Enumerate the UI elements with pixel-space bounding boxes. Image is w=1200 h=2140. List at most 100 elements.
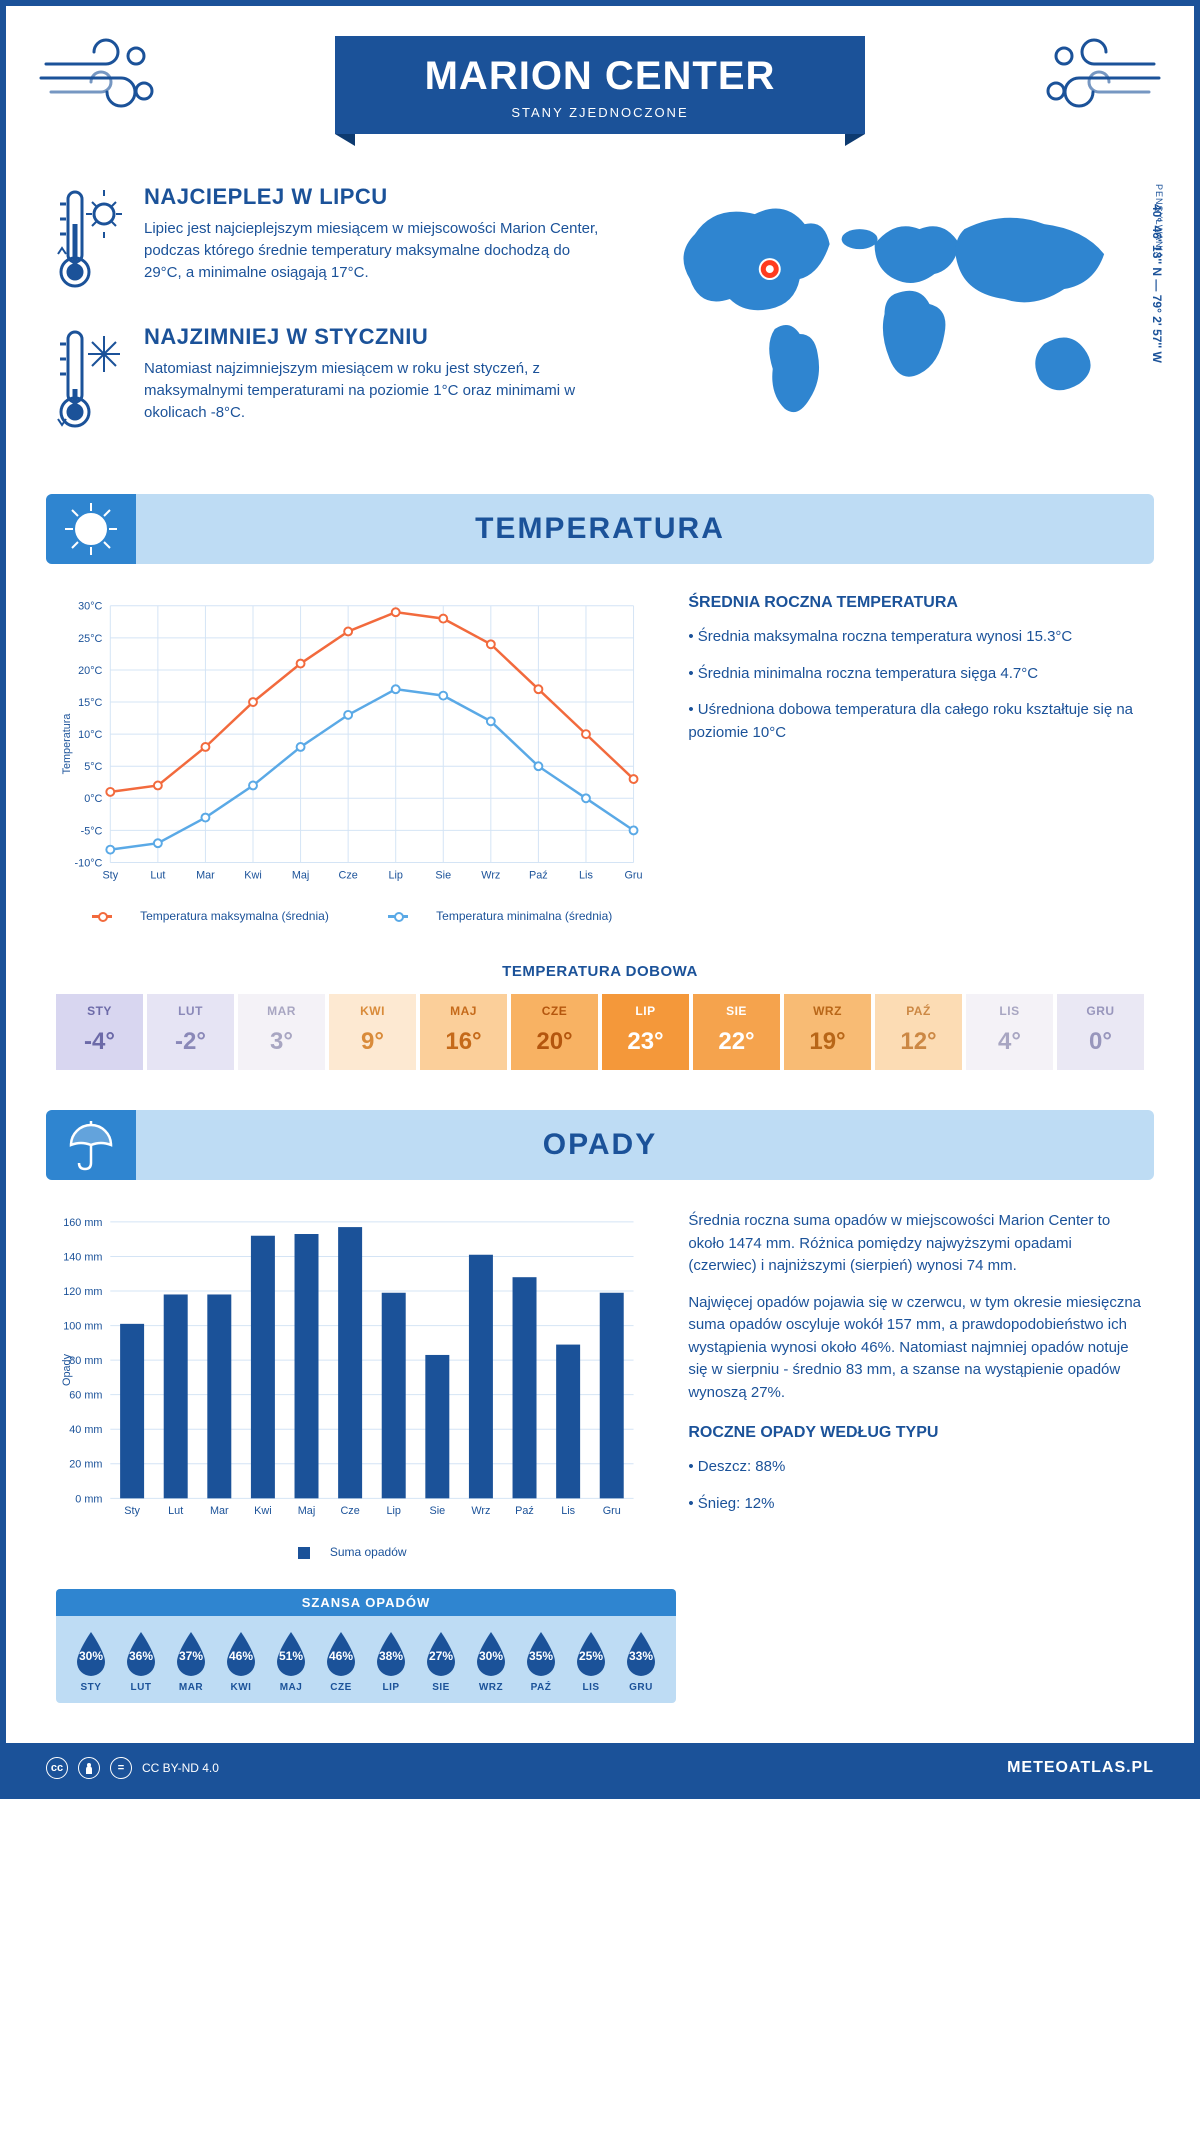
- page-subtitle: STANY ZJEDNOCZONE: [425, 105, 776, 120]
- daily-cell: SIE22°: [693, 994, 780, 1070]
- daily-cell: LIP23°: [602, 994, 689, 1070]
- svg-text:Maj: Maj: [298, 1505, 315, 1517]
- svg-text:-5°C: -5°C: [81, 825, 103, 837]
- chance-drop: 30%WRZ: [466, 1630, 516, 1693]
- footer: cc = CC BY-ND 4.0 METEOATLAS.PL: [6, 1743, 1194, 1793]
- svg-text:Kwi: Kwi: [244, 869, 261, 881]
- nd-icon: =: [110, 1757, 132, 1779]
- svg-text:0 mm: 0 mm: [75, 1493, 102, 1505]
- svg-text:Kwi: Kwi: [254, 1505, 271, 1517]
- type-bullet: • Deszcz: 88%: [688, 1456, 1144, 1479]
- svg-text:Maj: Maj: [292, 869, 309, 881]
- daily-temperature: TEMPERATURA DOBOWA STY-4°LUT-2°MAR3°KWI9…: [6, 953, 1194, 1110]
- warmest-text: Lipiec jest najcieplejszym miesiącem w m…: [144, 218, 605, 283]
- thermometer-cold-icon: [56, 324, 126, 439]
- svg-text:Gru: Gru: [603, 1505, 621, 1517]
- svg-text:Cze: Cze: [338, 869, 357, 881]
- svg-text:Lis: Lis: [579, 869, 593, 881]
- svg-text:Paź: Paź: [515, 1505, 534, 1517]
- chance-drop: 27%SIE: [416, 1630, 466, 1693]
- intro-section: NAJCIEPLEJ W LIPCU Lipiec jest najcieple…: [6, 154, 1194, 494]
- svg-text:-10°C: -10°C: [75, 857, 103, 869]
- precipitation-chance: SZANSA OPADÓW 30%STY36%LUT37%MAR46%KWI51…: [56, 1589, 676, 1703]
- svg-text:Lip: Lip: [388, 869, 402, 881]
- svg-text:Sty: Sty: [124, 1505, 140, 1517]
- svg-text:Mar: Mar: [196, 869, 215, 881]
- daily-cell: KWI9°: [329, 994, 416, 1070]
- coldest-text: Natomiast najzimniejszym miesiącem w rok…: [144, 358, 605, 423]
- chance-title: SZANSA OPADÓW: [56, 1589, 676, 1616]
- svg-text:30°C: 30°C: [78, 601, 102, 613]
- chart-legend: Temperatura maksymalna (średnia) Tempera…: [56, 909, 648, 923]
- svg-text:Mar: Mar: [210, 1505, 229, 1517]
- chance-drop: 35%PAŹ: [516, 1630, 566, 1693]
- svg-text:Gru: Gru: [624, 869, 642, 881]
- coordinates: 40° 46' 13'' N — 79° 2' 57'' W: [1150, 204, 1164, 363]
- sun-icon: [46, 494, 136, 564]
- daily-cell: GRU0°: [1057, 994, 1144, 1070]
- svg-text:15°C: 15°C: [78, 697, 102, 709]
- svg-text:Sie: Sie: [429, 1505, 445, 1517]
- coldest-title: NAJZIMNIEJ W STYCZNIU: [144, 324, 605, 350]
- daily-cell: STY-4°: [56, 994, 143, 1070]
- svg-text:Lip: Lip: [386, 1505, 400, 1517]
- warmest-title: NAJCIEPLEJ W LIPCU: [144, 184, 605, 210]
- svg-text:25°C: 25°C: [78, 633, 102, 645]
- chance-drop: 30%STY: [66, 1630, 116, 1693]
- daily-cell: LIS4°: [966, 994, 1053, 1070]
- svg-text:60 mm: 60 mm: [69, 1390, 102, 1402]
- wind-icon: [1034, 36, 1164, 121]
- svg-text:40 mm: 40 mm: [69, 1424, 102, 1436]
- svg-text:Sty: Sty: [102, 869, 118, 881]
- svg-text:10°C: 10°C: [78, 729, 102, 741]
- svg-text:Lut: Lut: [150, 869, 165, 881]
- svg-text:20 mm: 20 mm: [69, 1459, 102, 1471]
- title-banner: MARION CENTER STANY ZJEDNOCZONE: [335, 36, 866, 134]
- svg-text:Lut: Lut: [168, 1505, 183, 1517]
- chance-drop: 51%MAJ: [266, 1630, 316, 1693]
- bullet: • Średnia minimalna roczna temperatura s…: [688, 663, 1144, 686]
- temperature-summary: ŚREDNIA ROCZNA TEMPERATURA • Średnia mak…: [688, 594, 1144, 923]
- type-title: ROCZNE OPADY WEDŁUG TYPU: [688, 1424, 1144, 1442]
- svg-text:5°C: 5°C: [84, 761, 102, 773]
- site-name: METEOATLAS.PL: [1007, 1759, 1154, 1777]
- svg-text:Sie: Sie: [435, 869, 451, 881]
- paragraph: Najwięcej opadów pojawia się w czerwcu, …: [688, 1292, 1144, 1405]
- daily-cell: PAŹ12°: [875, 994, 962, 1070]
- svg-text:100 mm: 100 mm: [63, 1321, 102, 1333]
- svg-text:140 mm: 140 mm: [63, 1251, 102, 1263]
- svg-text:80 mm: 80 mm: [69, 1355, 102, 1367]
- svg-text:20°C: 20°C: [78, 665, 102, 677]
- temperature-line-chart: -10°C -5°C 0°C 5°C 10°C 15°C 20°C 25°C 30°C Sty Lu…: [56, 594, 648, 923]
- coldest-block: NAJZIMNIEJ W STYCZNIU Natomiast najzimni…: [56, 324, 605, 439]
- svg-text:Wrz: Wrz: [481, 869, 500, 881]
- chance-drop: 37%MAR: [166, 1630, 216, 1693]
- daily-title: TEMPERATURA DOBOWA: [56, 963, 1144, 980]
- svg-text:120 mm: 120 mm: [63, 1286, 102, 1298]
- chance-drop: 33%GRU: [616, 1630, 666, 1693]
- opady-heading: OPADY: [46, 1110, 1154, 1180]
- daily-cell: WRZ19°: [784, 994, 871, 1070]
- precipitation-bar-chart: 0 mm 20 mm 40 mm 60 mm 80 mm 100 mm 120 mm 140 …: [56, 1210, 648, 1559]
- header: MARION CENTER STANY ZJEDNOCZONE: [6, 6, 1194, 154]
- daily-cell: LUT-2°: [147, 994, 234, 1070]
- svg-text:Lis: Lis: [561, 1505, 575, 1517]
- chance-drop: 46%KWI: [216, 1630, 266, 1693]
- chart-legend: Suma opadów: [56, 1545, 648, 1559]
- chance-drop: 38%LIP: [366, 1630, 416, 1693]
- svg-text:Temperatura: Temperatura: [61, 713, 73, 775]
- license-text: CC BY-ND 4.0: [142, 1761, 219, 1775]
- world-map: PENSYLWANIA 40° 46' 13'' N — 79° 2' 57''…: [645, 184, 1144, 464]
- svg-text:Opady: Opady: [61, 1353, 73, 1386]
- page-title: MARION CENTER: [425, 54, 776, 99]
- precipitation-summary: Średnia roczna suma opadów w miejscowośc…: [688, 1210, 1144, 1559]
- type-bullet: • Śnieg: 12%: [688, 1493, 1144, 1516]
- svg-text:Cze: Cze: [340, 1505, 359, 1517]
- svg-text:160 mm: 160 mm: [63, 1217, 102, 1229]
- svg-text:Wrz: Wrz: [471, 1505, 490, 1517]
- paragraph: Średnia roczna suma opadów w miejscowośc…: [688, 1210, 1144, 1278]
- umbrella-icon: [46, 1110, 136, 1180]
- section-title: TEMPERATURA: [46, 512, 1154, 546]
- svg-text:0°C: 0°C: [84, 793, 102, 805]
- warmest-block: NAJCIEPLEJ W LIPCU Lipiec jest najcieple…: [56, 184, 605, 299]
